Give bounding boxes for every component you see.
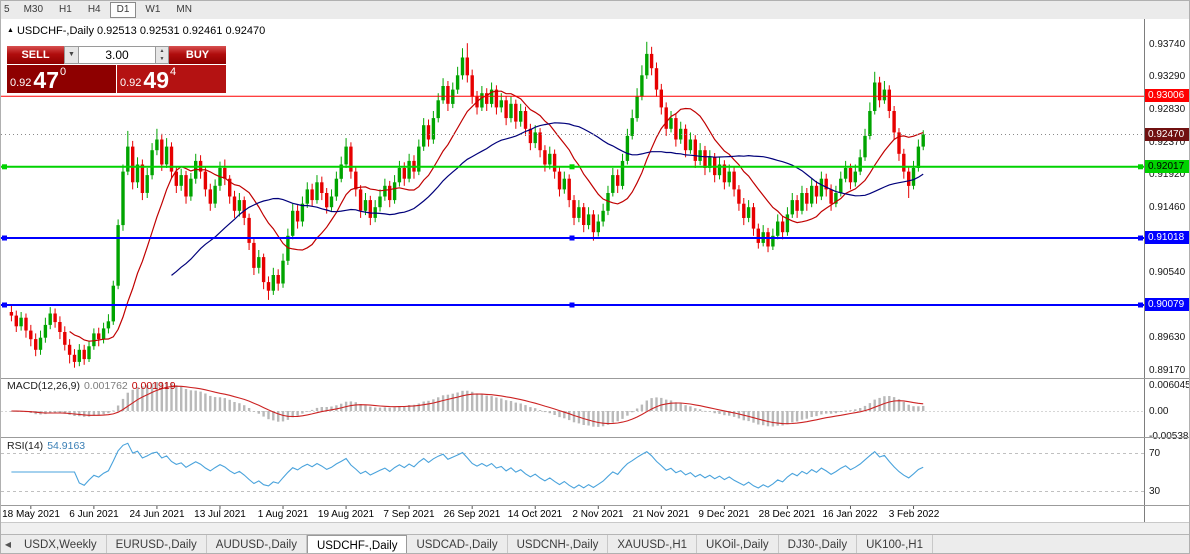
hline-handle[interactable]: [1138, 164, 1143, 170]
date-tick-label: 1 Aug 2021: [257, 509, 309, 520]
hline-handle[interactable]: [1138, 302, 1143, 308]
ask-price-display[interactable]: 0.92 49 4: [117, 65, 226, 93]
pane-divider[interactable]: [1, 378, 1189, 379]
price-axis-label: 0.89170: [1149, 365, 1186, 376]
hline-handle[interactable]: [1138, 235, 1143, 241]
price-axis-label: 0.93290: [1149, 71, 1186, 82]
hline-handle[interactable]: [569, 164, 575, 170]
date-tick-label: 9 Dec 2021: [698, 509, 750, 520]
pane-divider[interactable]: [1, 437, 1189, 438]
chart-title: ▲ USDCHF-,Daily 0.92513 0.92531 0.92461 0…: [7, 25, 265, 37]
buy-button[interactable]: BUY: [169, 46, 226, 64]
timeframe-button-5[interactable]: 5: [4, 4, 10, 15]
price-axis[interactable]: 0.93740 0.93290 0.92830 0.92370 0.91920 0.914…: [1144, 19, 1190, 522]
macd-signal-line: [11, 385, 924, 425]
chart-ohlc-values: 0.92513 0.92531 0.92461 0.92470: [97, 25, 266, 37]
hline-handle[interactable]: [2, 235, 7, 241]
chart-plot-area[interactable]: [1, 19, 1144, 522]
hline-price-badge: 0.93006: [1145, 89, 1189, 102]
chart-tab[interactable]: XAUUSD-,H1: [608, 535, 698, 553]
timeframe-button-h1[interactable]: H1: [59, 4, 72, 15]
chart-tab-bar: ◀ USDX,Weekly EURUSD-,Daily AUDUSD-,Daily US…: [1, 534, 1189, 553]
macd-histogram: [10, 382, 925, 427]
bid-price-prefix: 0.92: [10, 77, 32, 89]
current-price-badge: 0.92470: [1145, 128, 1189, 141]
timeframe-button-w1[interactable]: W1: [145, 4, 161, 15]
tab-scroll-left-icon[interactable]: ◀: [4, 540, 12, 549]
date-tick-label: 3 Feb 2022: [888, 509, 940, 520]
date-tick-label: 24 Jun 2021: [129, 509, 185, 520]
ma-overlay-34: [171, 122, 924, 276]
macd-indicator-label: MACD(12,26,9) 0.001762 0.001919: [7, 380, 176, 392]
volume-increase-button[interactable]: ▲: [156, 47, 168, 55]
sell-button[interactable]: SELL: [7, 46, 64, 64]
one-click-trading-panel: SELL ▼ ▲ ▼ BUY 0.92 47 0 0.92 49 4: [7, 46, 226, 93]
date-tick-label: 26 Sep 2021: [443, 509, 501, 520]
bid-price-point: 0: [60, 66, 67, 78]
timeframe-button-h4[interactable]: H4: [87, 4, 101, 15]
price-axis-label: 0.90540: [1149, 267, 1186, 278]
timeframe-toolbar: 5 M30 H1 H4 D1 W1 MN: [1, 1, 1189, 20]
ma-overlay-13: [69, 90, 924, 342]
price-axis-label: 0.91460: [1149, 202, 1186, 213]
chart-tab[interactable]: EURUSD-,Daily: [107, 535, 207, 553]
macd-axis-label: 0.00: [1149, 406, 1169, 417]
price-axis-label: 0.91920: [1149, 169, 1186, 180]
volume-spinner: ▲ ▼: [156, 46, 169, 64]
price-axis-label: 0.92370: [1149, 137, 1186, 148]
ask-price-main: 49: [143, 67, 170, 93]
horizontal-scrollbar[interactable]: [1, 522, 1189, 535]
hline-price-badge: 0.92017: [1145, 160, 1189, 173]
date-tick-label: 16 Jan 2022: [822, 509, 878, 520]
date-tick-label: 2 Nov 2021: [572, 509, 624, 520]
date-tick-label: 18 May 2021: [2, 509, 60, 520]
price-axis-label: 0.92830: [1149, 104, 1186, 115]
chart-tab[interactable]: UKOil-,Daily: [697, 535, 779, 553]
hline-handle[interactable]: [2, 302, 7, 308]
timeframe-button-m30[interactable]: M30: [23, 4, 44, 15]
hline-price-badge: 0.91018: [1145, 231, 1189, 244]
date-tick-label: 6 Jun 2021: [69, 509, 119, 520]
hline-price-badge: 0.90079: [1145, 298, 1189, 311]
chart-tab[interactable]: AUDUSD-,Daily: [207, 535, 307, 553]
date-tick-label: 21 Nov 2021: [632, 509, 690, 520]
chart-symbol-label: USDCHF-,Daily: [16, 25, 94, 37]
hline-handle[interactable]: [569, 235, 575, 241]
chart-tab[interactable]: USDCNH-,Daily: [508, 535, 609, 553]
chart-area: ▲ USDCHF-,Daily 0.92513 0.92531 0.92461 0…: [1, 19, 1190, 522]
date-tick-label: 14 Oct 2021: [507, 509, 563, 520]
price-axis-label: 0.89630: [1149, 332, 1186, 343]
volume-input[interactable]: [79, 46, 156, 64]
chart-tab[interactable]: USDCHF-,Daily: [306, 535, 408, 553]
bid-price-display[interactable]: 0.92 47 0: [7, 65, 116, 93]
macd-axis-label: -0.00538: [1149, 431, 1188, 442]
rsi-indicator-label: RSI(14) 54.9163: [7, 440, 86, 452]
volume-dropdown-button[interactable]: ▼: [64, 46, 79, 64]
hline-handle[interactable]: [2, 164, 7, 170]
pane-divider[interactable]: [1, 505, 1189, 506]
ask-price-prefix: 0.92: [120, 77, 142, 89]
rsi-axis-label: 70: [1149, 448, 1161, 459]
rsi-axis-label: 30: [1149, 486, 1161, 497]
chart-tab[interactable]: USDCAD-,Daily: [407, 535, 508, 553]
candlestick-series: [9, 41, 925, 368]
timeframe-button-d1[interactable]: D1: [109, 2, 137, 18]
price-axis-label: 0.93740: [1149, 39, 1186, 50]
date-tick-label: 7 Sep 2021: [383, 509, 435, 520]
chart-tab[interactable]: UK100-,H1: [857, 535, 933, 553]
macd-axis-label: 0.006045: [1149, 380, 1190, 391]
chart-tab[interactable]: USDX,Weekly: [15, 535, 107, 553]
rsi-line: [11, 442, 924, 489]
timeframe-button-mn[interactable]: MN: [176, 4, 192, 15]
date-tick-label: 28 Dec 2021: [758, 509, 816, 520]
hline-handle[interactable]: [569, 302, 575, 308]
symbol-marker-icon: ▲: [7, 27, 14, 34]
date-tick-label: 13 Jul 2021: [194, 509, 246, 520]
ask-price-point: 4: [170, 66, 177, 78]
date-tick-label: 19 Aug 2021: [317, 509, 375, 520]
chart-tab[interactable]: DJ30-,Daily: [779, 535, 858, 553]
volume-decrease-button[interactable]: ▼: [156, 55, 168, 63]
bid-price-main: 47: [33, 67, 60, 93]
